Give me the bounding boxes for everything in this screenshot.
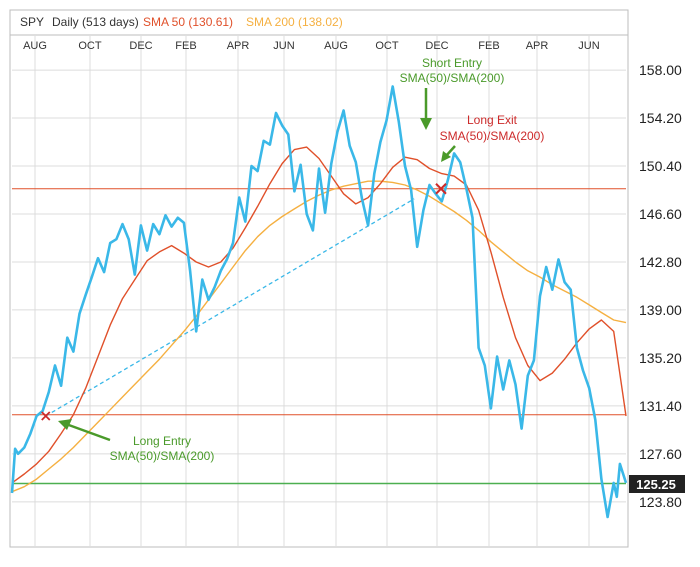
x-tick-label: JUN [273,40,294,52]
long-entry-sub: SMA(50)/SMA(200) [110,449,215,463]
long-exit-arrow [445,145,456,157]
long-exit-arrowhead [441,151,451,162]
long-exit-sub: SMA(50)/SMA(200) [440,129,545,143]
legend-sma50: SMA 50 (130.61) [143,15,233,29]
y-tick-label: 142.80 [639,254,682,270]
x-tick-label: AUG [23,40,47,52]
long-exit-cross [435,183,447,195]
series-line-price [10,85,628,519]
x-tick-label: DEC [129,40,152,52]
grid [12,36,626,546]
trend-line [45,198,415,417]
long-entry-arrowhead [58,419,72,430]
x-tick-label: OCT [78,40,102,52]
y-axis-labels: 158.00 154.20 150.40 146.60 142.80 139.00 135.… [639,62,682,510]
y-tick-label: 158.00 [639,62,682,78]
y-tick-label: 127.60 [639,446,682,462]
short-entry-sub: SMA(50)/SMA(200) [400,71,505,85]
x-tick-label: FEB [478,40,499,52]
last-price-badge [629,475,685,493]
long-entry-title: Long Entry [133,434,191,448]
legend-sma200: SMA 200 (138.02) [246,15,343,29]
last-price-label: 125.25 [636,477,676,492]
y-tick-label: 150.40 [639,158,682,174]
x-tick-label: JUN [578,40,599,52]
y-tick-label: 139.00 [639,302,682,318]
y-tick-label: 146.60 [639,206,682,222]
x-tick-label: FEB [175,40,196,52]
short-entry-arrowhead [420,118,432,130]
series-line-sma200 [11,180,627,493]
series-layer [10,85,628,519]
y-tick-label: 123.80 [639,494,682,510]
annotation-layer [41,88,456,442]
plot-frame [9,9,629,548]
long-exit-title: Long Exit [467,113,518,127]
x-tick-label: AUG [324,40,348,52]
x-axis-labels: AUG OCT DEC FEB APR JUN AUG OCT DEC FEB APR JUN [23,40,600,52]
y-tick-label: 131.40 [639,398,682,414]
series-line-sma50 [11,146,627,484]
header-period: Daily (513 days) [52,15,139,29]
y-tick-label: 154.20 [639,110,682,126]
x-tick-label: DEC [425,40,448,52]
x-tick-label: APR [526,40,549,52]
header-symbol: SPY [20,15,44,29]
short-entry-title: Short Entry [422,56,482,70]
x-tick-label: OCT [375,40,399,52]
long-entry-cross [41,411,51,421]
x-tick-label: APR [227,40,250,52]
y-tick-label: 135.20 [639,350,682,366]
long-entry-arrow [65,422,111,442]
